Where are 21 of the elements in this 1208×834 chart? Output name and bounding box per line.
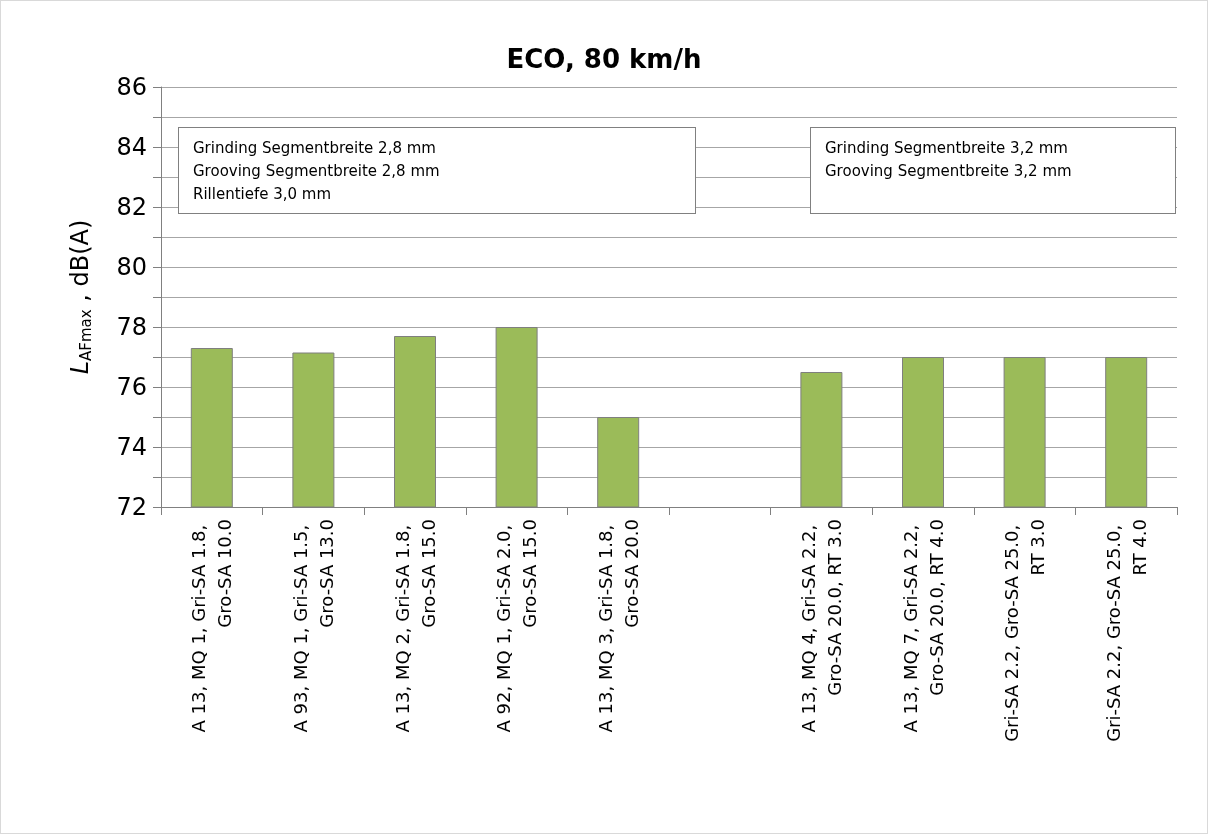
y-tick-label: 84: [116, 133, 147, 161]
annotation: Grinding Segmentbreite 3,2 mm Grooving Segmentbreite 3,2 mm: [825, 138, 1072, 182]
x-tick-label: A 13, MQ 1, Gri-SA 1.8, Gro-SA 10.0: [188, 519, 236, 733]
x-tick-label: A 13, MQ 3, Gri-SA 1.8, Gro-SA 20.0: [594, 519, 642, 733]
y-axis-title: LAFmax , dB(A): [65, 219, 95, 375]
x-tick-label: Gri-SA 2.2, Gro-SA 25.0, RT 3.0: [1001, 519, 1049, 742]
x-tick-label: A 13, MQ 7, Gri-SA 2.2, Gro-SA 20.0, RT 4.0: [899, 519, 947, 733]
x-tick-label: A 13, MQ 2, Gri-SA 1.8, Gro-SA 15.0: [391, 519, 439, 733]
annotation: Grinding Segmentbreite 2,8 mm Grooving Segmentbreite 2,8 mm Rillentiefe 3,0 mm: [193, 138, 440, 205]
y-tick-label: 72: [116, 493, 147, 521]
chart-title: ECO, 80 km/h: [506, 44, 702, 74]
y-tick-label: 74: [116, 433, 147, 461]
y-tick-label: 80: [116, 253, 147, 281]
y-tick-label: 78: [116, 313, 147, 341]
x-tick-label: A 13, MQ 4, Gri-SA 2.2, Gro-SA 20.0, RT 3.0: [797, 519, 845, 733]
x-tick-label: A 93, MQ 1, Gri-SA 1.5, Gro-SA 13.0: [289, 519, 337, 733]
y-tick-label: 82: [116, 193, 147, 221]
y-tick-label: 86: [116, 73, 147, 101]
y-tick-label: 76: [116, 373, 147, 401]
x-tick-label: Gri-SA 2.2, Gro-SA 25.0, RT 4.0: [1102, 519, 1150, 742]
x-tick-label: A 92, MQ 1, Gri-SA 2.0, Gro-SA 15.0: [493, 519, 541, 733]
